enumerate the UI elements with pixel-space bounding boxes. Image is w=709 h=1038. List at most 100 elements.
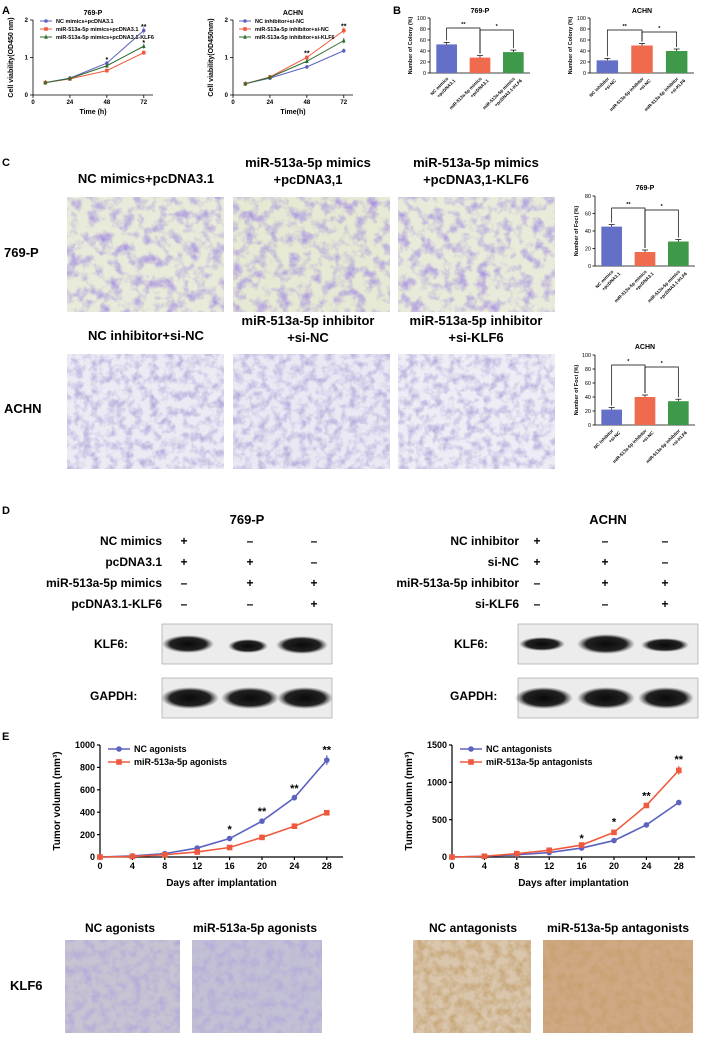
treatment-sign: – [534, 597, 541, 611]
x-tick-label: 0 [449, 861, 454, 871]
legend-label: miR-513a-5p inhibitor+si-KLF6 [255, 35, 335, 41]
x-tick-label: 24 [641, 861, 651, 871]
treatment-sign: – [311, 555, 318, 569]
y-tick-label: 1000 [75, 740, 95, 750]
chart-a-769p: 769-P 0 1 2 0 24 48 72 Time (h) Cell viability(OD… [8, 10, 154, 116]
significance-mark: * [612, 817, 617, 829]
data-point [305, 58, 309, 64]
data-point [578, 842, 585, 848]
c-col-title-6a: miR-513a-5p inhibitor [410, 313, 543, 328]
x-tick-label: 72 [340, 100, 347, 106]
y-axis-label: Tumor volumn (mm³) [404, 751, 415, 850]
significance-mark: * [227, 824, 232, 836]
significance-mark: * [496, 24, 499, 30]
y-tick-label: 20 [580, 60, 586, 66]
significance-mark: ** [642, 791, 651, 803]
y-tick-label: 2 [225, 18, 229, 24]
x-tick-label: 48 [104, 100, 111, 106]
legend-marker [44, 19, 48, 23]
data-point [105, 62, 109, 68]
y-tick-label: 80 [585, 194, 591, 200]
y-tick-label: 400 [80, 807, 95, 817]
treatment-sign: – [662, 555, 669, 569]
panel-d-western: 769-P ACHN NC mimics + – – pcDNA3.1 + + – miR-51… [46, 512, 699, 719]
x-tick-label: 4 [482, 861, 487, 871]
c-col-title-2a: miR-513a-5p mimics [245, 155, 371, 170]
y-tick-label: 20 [585, 409, 591, 415]
legend-marker [44, 27, 48, 31]
legend-marker [243, 19, 247, 23]
data-point [268, 74, 272, 80]
data-point [341, 28, 346, 33]
legend-marker [116, 746, 122, 752]
series-line [245, 50, 344, 85]
series-line [45, 45, 145, 84]
x-tick-label: 24 [289, 861, 299, 871]
legend-marker [468, 759, 474, 765]
legend-marker [468, 746, 474, 752]
y-tick-label: 1500 [427, 740, 447, 750]
y-tick-label: 500 [432, 815, 447, 825]
x-tick-label: 24 [67, 100, 74, 106]
d-left-treatment-rows: NC mimics + – – pcDNA3.1 + + – miR-513a-5p mimic… [46, 534, 318, 611]
legend-label: NC agonists [134, 744, 187, 754]
data-point [305, 65, 309, 69]
d-right-treatment-rows: NC inhibitor + – –si-NC + + –miR-513a-5p inhib… [396, 534, 668, 611]
x-tick-label: 0 [97, 861, 102, 871]
legend-marker [243, 27, 247, 31]
treatment-label: si-NC [488, 555, 520, 569]
panel-c-images: NC mimics+pcDNA3.1 miR-513a-5p mimics +p… [4, 155, 555, 469]
y-axis-label: Tumor volumn (mm³) [52, 751, 63, 850]
data-point [129, 853, 136, 860]
bar [665, 51, 688, 73]
treatment-sign: – [181, 597, 188, 611]
data-point [324, 809, 330, 816]
data-point [546, 847, 552, 854]
significance-mark: ** [323, 744, 332, 756]
x-tick-label: 16 [225, 861, 235, 871]
bar [503, 52, 524, 73]
treatment-sign: – [311, 534, 318, 548]
chart-title: 769-P [471, 8, 490, 15]
data-point [162, 851, 168, 858]
x-axis-label: Days after implantation [166, 878, 277, 889]
y-tick-label: 80 [585, 367, 591, 373]
bar [601, 226, 622, 266]
chart-title: ACHN [632, 8, 652, 15]
c-col-title-3a: miR-513a-5p mimics [413, 155, 539, 170]
treatment-sign: + [246, 555, 253, 569]
data-point [514, 850, 520, 857]
data-point [141, 50, 146, 55]
data-point [194, 849, 200, 855]
x-axis-label: Days after implantation [518, 878, 629, 889]
legend-label: NC mimics+pcDNA3.1 [56, 19, 114, 25]
y-tick-label: 1000 [427, 777, 447, 787]
legend-label: NC antagonists [486, 744, 552, 754]
treatment-sign: + [533, 555, 540, 569]
treatment-sign: – [247, 534, 254, 548]
treatment-sign: + [601, 555, 608, 569]
c-col-title-3b: +pcDNA3,1-KLF6 [423, 172, 529, 187]
data-point [141, 28, 146, 33]
treatment-label: miR-513a-5p mimics [46, 576, 162, 590]
legend-marker [116, 759, 122, 765]
y-tick-label: 20 [585, 246, 591, 252]
bar [469, 57, 491, 73]
bar [634, 252, 656, 266]
y-tick-label: 200 [80, 830, 95, 840]
treatment-sign: + [180, 555, 187, 569]
significance-mark: ** [461, 22, 466, 28]
significance-bracket [641, 31, 678, 47]
treatment-sign: – [662, 534, 669, 548]
x-tick-label: 48 [304, 100, 311, 106]
y-axis-label: Number of Foci (%) [574, 206, 580, 257]
significance-mark: ** [623, 24, 628, 30]
data-point [676, 799, 682, 806]
treatment-label: pcDNA3.1 [105, 555, 162, 569]
y-tick-label: 800 [80, 763, 95, 773]
treatment-sign: + [661, 576, 668, 590]
d-title-769p: 769-P [230, 512, 265, 527]
y-axis-label: Number of Foci (%) [574, 365, 580, 416]
y-tick-label: 60 [580, 38, 586, 44]
panel-letter-e: E [2, 731, 9, 743]
